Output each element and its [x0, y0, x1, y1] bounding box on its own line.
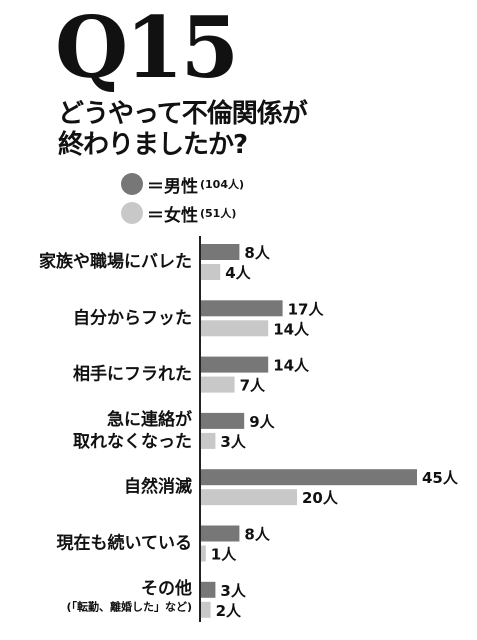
bar-female [201, 545, 206, 562]
bar-female [201, 489, 297, 506]
value-label: 9人 [249, 413, 275, 431]
bar-female [201, 432, 216, 449]
bar-female [201, 264, 221, 280]
category-label: 自分からフッた [73, 307, 192, 328]
value-label: 1人 [211, 546, 237, 564]
bar-female [201, 320, 269, 337]
value-label: 14人 [273, 320, 310, 338]
value-label: 45人 [422, 469, 459, 487]
bar-male [201, 300, 283, 317]
question-text: どうやって不倫関係が 終わりましたか? [58, 99, 308, 161]
category-label: 相手にフラれた [73, 364, 192, 385]
question-line-2: 終わりましたか? [58, 130, 248, 160]
legend-male: ＝男性 (104人) [121, 173, 245, 197]
bar-male [201, 412, 245, 429]
question-number: Q15 [55, 0, 239, 97]
category-label: (「転勤、離婚した」など) [66, 599, 192, 613]
value-label: 8人 [244, 244, 270, 262]
value-label: 3人 [220, 582, 246, 600]
category-label: 取れなくなった [73, 432, 192, 452]
bar-female [201, 601, 211, 618]
value-label: 14人 [273, 357, 310, 375]
legend-male-swatch [121, 173, 143, 195]
category-label: 急に連絡が [107, 409, 192, 430]
value-label: 4人 [225, 264, 251, 282]
value-label: 8人 [244, 526, 270, 544]
legend-female: ＝女性 (51人) [121, 202, 237, 226]
legend-female-swatch [121, 202, 143, 224]
value-label: 20人 [302, 489, 339, 507]
bar-male [201, 356, 269, 373]
question-line-1: どうやって不倫関係が [58, 99, 308, 129]
category-label: 現在も続いている [57, 533, 193, 554]
category-label: 自然消滅 [124, 476, 192, 497]
bar-male [201, 525, 240, 542]
bar-male [201, 469, 417, 486]
legend-female-count: (51人) [200, 207, 237, 220]
category-label: 家族や職場にバレた [39, 251, 192, 272]
value-label: 2人 [216, 602, 242, 620]
value-label: 7人 [240, 377, 266, 395]
legend-female-label: ＝女性 [147, 205, 198, 226]
category-label: その他 [141, 578, 192, 599]
legend-male-label: ＝男性 [147, 176, 198, 197]
value-label: 17人 [288, 300, 325, 318]
bar-male [201, 581, 216, 598]
legend-male-count: (104人) [200, 178, 245, 191]
value-label: 3人 [220, 433, 246, 451]
bar-female [201, 376, 235, 393]
bar-male [201, 244, 240, 260]
